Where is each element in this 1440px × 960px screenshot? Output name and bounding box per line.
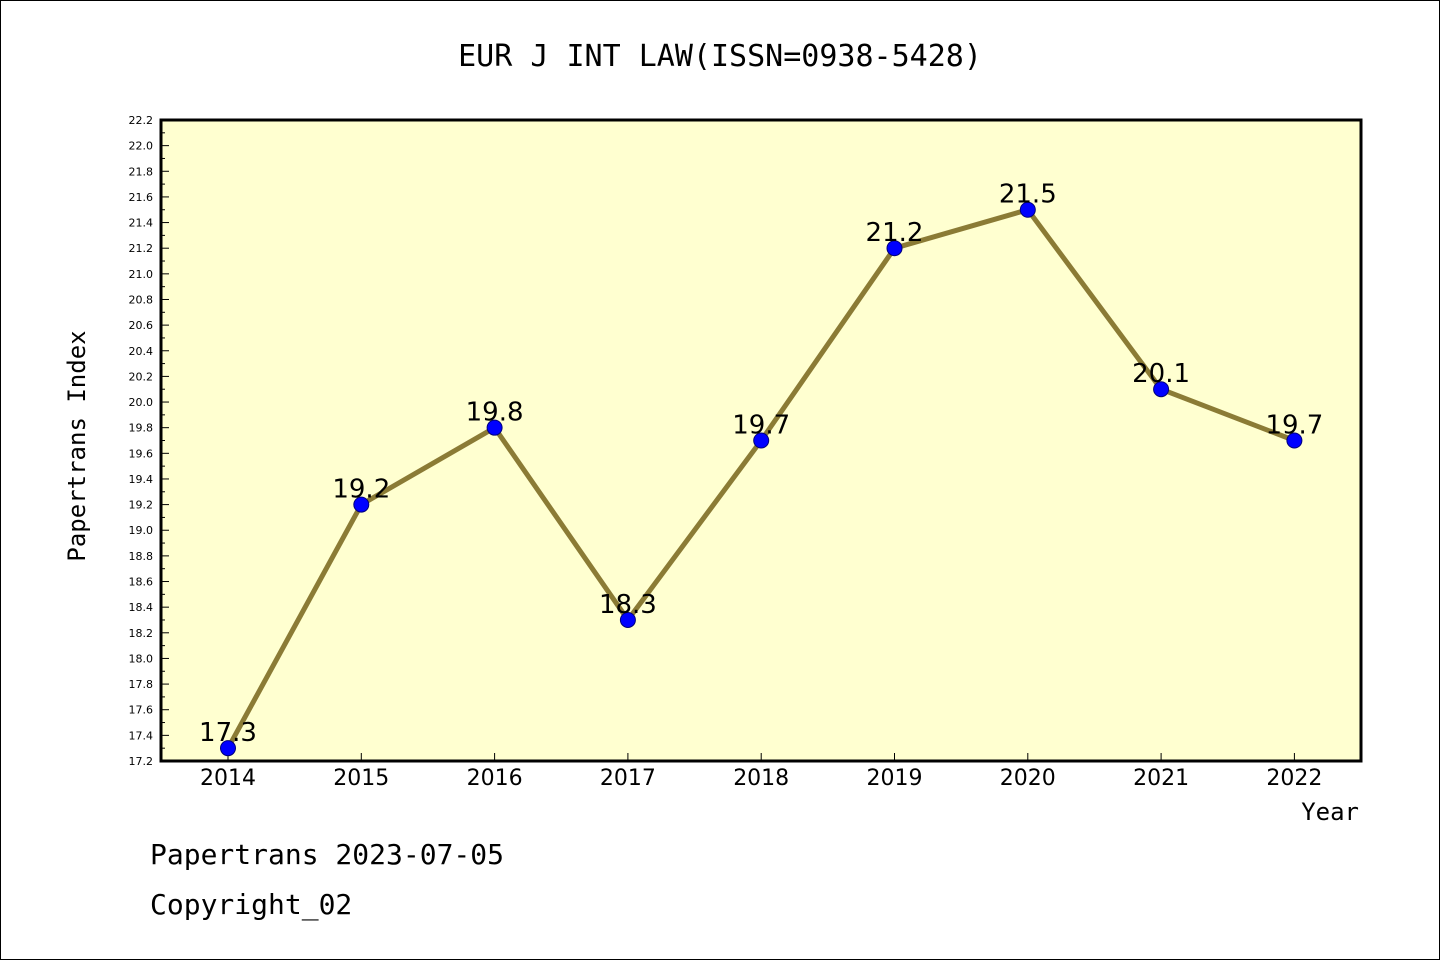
y-tick-label: 18.4 (129, 601, 154, 614)
data-label: 19.7 (1265, 411, 1323, 441)
y-tick-label: 19.8 (129, 422, 154, 435)
data-points (220, 201, 1303, 757)
data-label: 17.3 (199, 718, 257, 748)
y-tick-label: 18.8 (129, 550, 154, 563)
data-point (1019, 201, 1036, 218)
data-label: 20.1 (1132, 359, 1190, 389)
y-tick-label: 21.0 (129, 268, 154, 281)
data-label: 21.5 (999, 180, 1057, 210)
footer-copyright: Copyright_02 (150, 888, 352, 922)
x-tick-label: 2016 (467, 766, 523, 791)
y-tick-label: 17.4 (129, 729, 154, 742)
y-tick-label: 18.2 (129, 627, 154, 640)
y-tick-label: 19.0 (129, 524, 154, 537)
y-tick-label: 17.2 (129, 755, 154, 768)
y-tick-label: 18.0 (129, 652, 154, 665)
chart-title: EUR J INT LAW(ISSN=0938-5428) (458, 39, 982, 74)
y-tick-label: 19.6 (129, 447, 154, 460)
y-tick-label: 20.2 (129, 370, 154, 383)
y-tick-label: 20.8 (129, 293, 154, 306)
data-point (1153, 381, 1170, 398)
x-tick-label: 2019 (867, 766, 923, 791)
y-tick-label: 20.4 (129, 345, 154, 358)
x-tick-label: 2022 (1266, 766, 1322, 791)
y-tick-label: 21.4 (129, 217, 154, 230)
data-point (1286, 432, 1303, 449)
data-label: 21.2 (866, 218, 924, 248)
data-point (753, 432, 770, 449)
x-axis: 2014 2015 2016 2017 2018 2019 2020 2021 2022 (200, 753, 1322, 791)
data-labels: 17.3 19.2 19.8 18.3 19.7 21.2 21.5 20.1 19.7 (199, 180, 1323, 748)
y-tick-label: 21.6 (129, 191, 154, 204)
y-axis: 17.2 17.4 17.6 17.8 18.0 18.2 18.4 18.6 18.8 19.0… (129, 114, 169, 768)
data-label: 19.7 (732, 411, 790, 441)
y-tick-label: 20.6 (129, 319, 154, 332)
y-tick-label: 19.4 (129, 473, 154, 486)
data-point (619, 611, 636, 628)
x-tick-label: 2018 (733, 766, 789, 791)
data-point (886, 240, 903, 257)
y-tick-label: 18.6 (129, 576, 154, 589)
data-label: 19.8 (466, 398, 524, 428)
data-point (486, 419, 503, 436)
x-tick-label: 2017 (600, 766, 656, 791)
y-tick-label: 21.8 (129, 165, 154, 178)
y-tick-label: 22.2 (129, 114, 154, 127)
x-tick-label: 2015 (333, 766, 389, 791)
y-axis-label: Papertrans Index (63, 330, 91, 561)
data-label: 19.2 (332, 475, 390, 505)
y-tick-label: 20.0 (129, 396, 154, 409)
x-tick-label: 2020 (1000, 766, 1056, 791)
y-tick-label: 21.2 (129, 242, 154, 255)
data-point (220, 740, 236, 757)
x-tick-label: 2014 (200, 766, 256, 791)
footer-date: Papertrans 2023-07-05 (150, 838, 504, 871)
data-point (353, 496, 370, 513)
y-tick-label: 22.0 (129, 140, 154, 153)
x-tick-label: 2021 (1133, 766, 1189, 791)
x-axis-label: Year (1301, 798, 1359, 826)
y-tick-label: 19.2 (129, 499, 154, 512)
y-tick-label: 17.6 (129, 704, 154, 717)
data-label: 18.3 (599, 590, 657, 620)
y-tick-label: 17.8 (129, 678, 154, 691)
